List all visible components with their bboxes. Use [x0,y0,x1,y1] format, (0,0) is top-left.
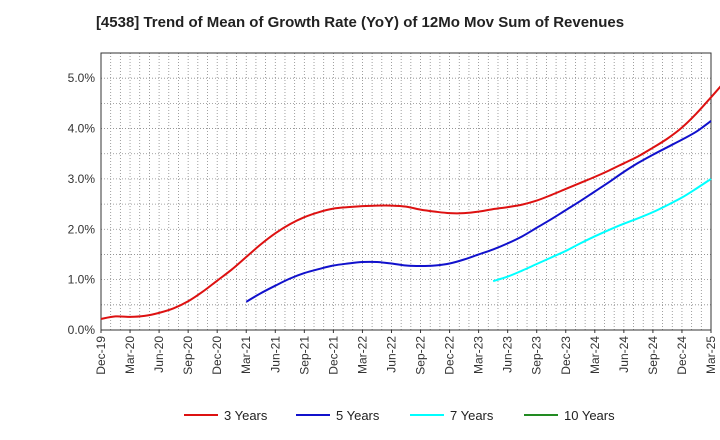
x-tick-label: Sep-22 [414,336,428,375]
x-axis: Dec-19 Mar-20 Jun-20 Sep-20 Dec-20 Mar-21 Jun-… [94,330,718,375]
x-tick-label: Sep-24 [646,336,660,375]
x-tick-label: Dec-23 [559,336,573,375]
x-tick-label: Mar-22 [355,336,369,374]
series-line-3-years [100,85,720,320]
x-tick-label: Sep-21 [297,336,311,375]
y-tick-label: 4.0% [68,122,96,136]
y-axis: 0.0% 1.0% 2.0% 3.0% 4.0% 5.0% [68,71,96,337]
x-tick-label: Sep-20 [181,336,195,375]
legend-label-3-years: 3 Years [224,408,268,423]
series-line-5-years [245,120,712,303]
series-line-7-years [492,178,712,283]
x-tick-label: Dec-21 [326,336,340,375]
grid [101,53,711,330]
legend-label-5-years: 5 Years [336,408,380,423]
x-tick-label: Dec-24 [675,336,689,375]
x-tick-label: Mar-21 [239,336,253,374]
y-tick-label: 2.0% [68,222,96,236]
x-tick-label: Jun-20 [152,336,166,373]
legend-label-10-years: 10 Years [564,408,615,423]
x-tick-label: Mar-25 [704,336,718,374]
chart-title: [4538] Trend of Mean of Growth Rate (YoY… [95,14,625,31]
x-tick-label: Dec-20 [210,336,224,375]
y-tick-label: 5.0% [68,71,96,85]
x-tick-label: Jun-22 [384,336,398,373]
y-tick-label: 1.0% [68,273,96,287]
x-tick-label: Sep-23 [530,336,544,375]
x-tick-label: Jun-23 [501,336,515,373]
plot-area [100,52,712,331]
x-tick-label: Jun-21 [268,336,282,373]
x-tick-label: Mar-20 [123,336,137,374]
x-tick-label: Jun-24 [617,336,631,373]
series-lines [100,85,720,320]
x-tick-label: Mar-23 [472,336,486,374]
x-tick-label: Mar-24 [588,336,602,374]
x-tick-label: Dec-22 [443,336,457,375]
legend: 3 Years 5 Years 7 Years 10 Years [184,408,615,423]
x-tick-label: Dec-19 [94,336,108,375]
y-tick-label: 0.0% [68,323,96,337]
legend-label-7-years: 7 Years [450,408,494,423]
y-tick-label: 3.0% [68,172,96,186]
